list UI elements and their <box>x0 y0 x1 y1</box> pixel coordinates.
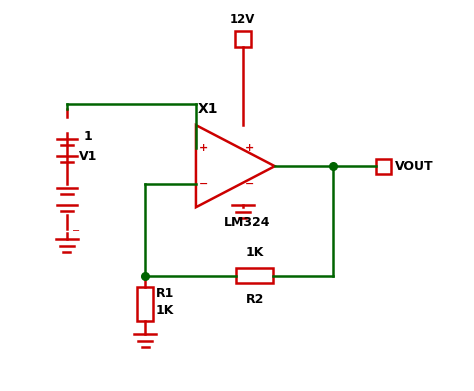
Text: +: + <box>199 143 209 153</box>
Text: 1: 1 <box>84 130 93 143</box>
Text: R1: R1 <box>155 287 174 300</box>
Bar <box>235 31 251 47</box>
Text: −: − <box>72 226 80 236</box>
Text: 1K: 1K <box>155 303 174 317</box>
Bar <box>137 287 153 321</box>
Text: V1: V1 <box>79 150 98 163</box>
Text: 12V: 12V <box>230 13 255 26</box>
Text: LM324: LM324 <box>224 216 270 230</box>
Text: +: + <box>245 143 254 153</box>
Text: 1K: 1K <box>246 246 264 259</box>
Text: VOUT: VOUT <box>395 160 434 173</box>
Bar <box>236 268 273 283</box>
Text: R2: R2 <box>246 292 264 306</box>
Text: −: − <box>199 179 209 189</box>
Text: X1: X1 <box>198 102 219 117</box>
Text: −: − <box>245 179 254 189</box>
Bar <box>376 159 391 174</box>
